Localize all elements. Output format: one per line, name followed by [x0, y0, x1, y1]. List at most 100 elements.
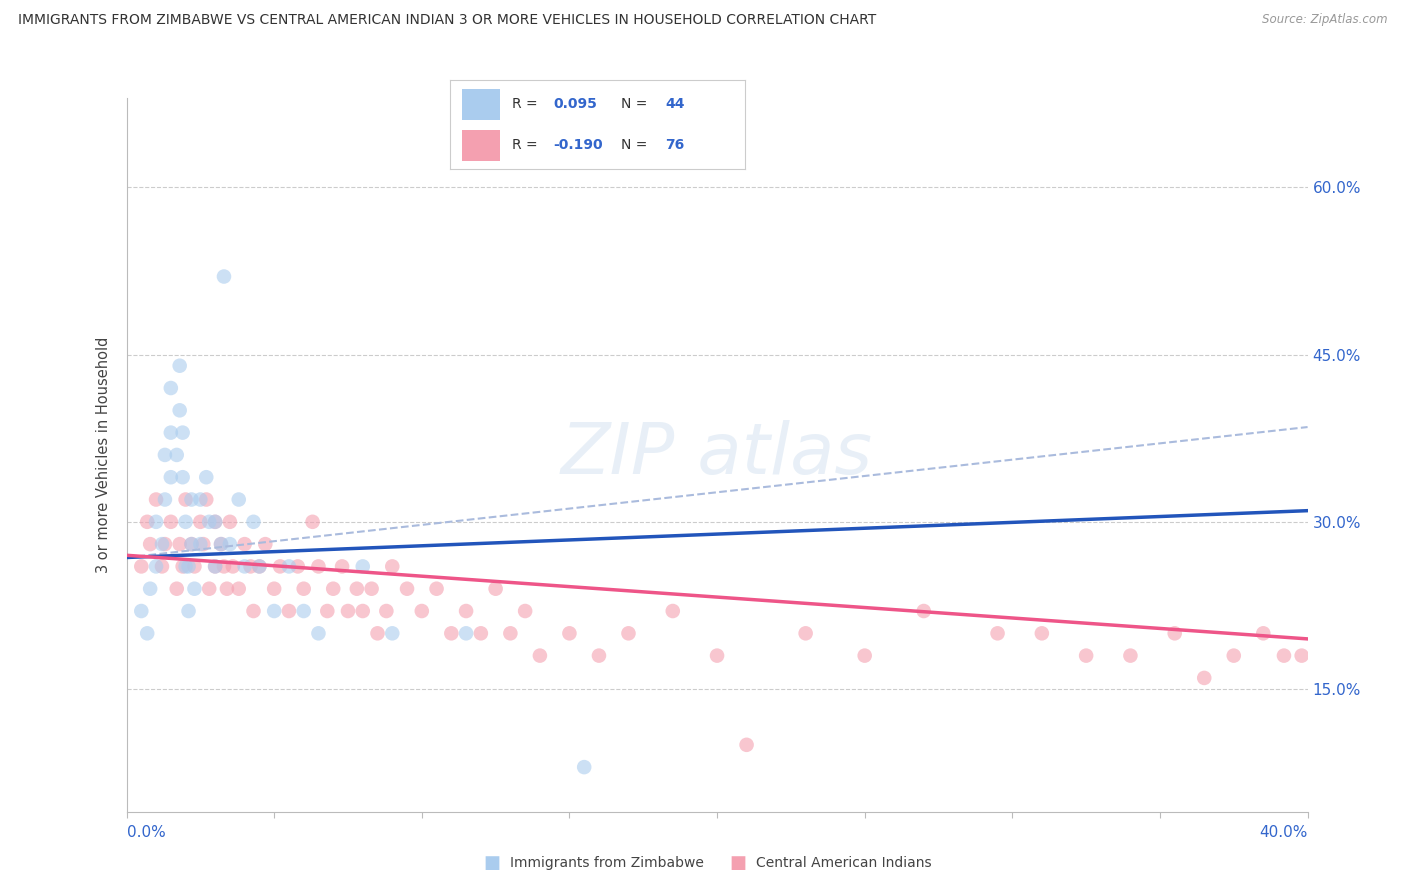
Point [198, 515, 221, 529]
Text: R =: R = [512, 138, 541, 153]
Point [188, 537, 211, 551]
Point [292, 604, 315, 618]
Point [1031, 626, 1053, 640]
Point [204, 559, 226, 574]
Point [150, 537, 173, 551]
Point [139, 537, 162, 551]
Point [183, 582, 205, 596]
Point [301, 515, 323, 529]
Point [381, 559, 404, 574]
Point [263, 604, 285, 618]
Point [228, 492, 250, 507]
Y-axis label: 3 or more Vehicles in Household: 3 or more Vehicles in Household [96, 337, 111, 573]
Point [153, 448, 176, 462]
Point [212, 559, 235, 574]
Point [166, 582, 188, 596]
Point [233, 559, 256, 574]
Point [159, 515, 183, 529]
Point [574, 760, 596, 774]
Point [129, 559, 153, 574]
Point [1251, 626, 1274, 640]
Point [188, 515, 211, 529]
Point [212, 269, 235, 284]
Text: R =: R = [512, 97, 541, 112]
Point [499, 626, 522, 640]
Point [177, 604, 200, 618]
Point [172, 470, 194, 484]
Point [706, 648, 728, 663]
Text: N =: N = [621, 97, 652, 112]
Point [346, 582, 368, 596]
Point [247, 559, 270, 574]
Point [484, 582, 508, 596]
Point [195, 492, 218, 507]
Point [454, 626, 477, 640]
Point [172, 425, 194, 440]
Point [180, 492, 202, 507]
Point [153, 537, 176, 551]
Point [411, 604, 433, 618]
Point [269, 559, 291, 574]
Point [204, 515, 226, 529]
Point [242, 604, 264, 618]
Point [337, 604, 360, 618]
Point [159, 425, 183, 440]
Point [352, 559, 374, 574]
Point [454, 604, 477, 618]
Point [159, 470, 183, 484]
Point [316, 604, 339, 618]
Point [278, 604, 301, 618]
Point [440, 626, 463, 640]
Point [174, 515, 197, 529]
Point [180, 537, 202, 551]
Text: ZIP atlas: ZIP atlas [561, 420, 873, 490]
Point [661, 604, 683, 618]
Point [136, 626, 159, 640]
Text: N =: N = [621, 138, 652, 153]
Point [145, 515, 167, 529]
Point [330, 559, 353, 574]
Text: 0.095: 0.095 [554, 97, 598, 112]
Point [177, 559, 200, 574]
Point [209, 537, 232, 551]
Point [180, 537, 202, 551]
Point [794, 626, 817, 640]
Point [169, 403, 191, 417]
Point [222, 559, 245, 574]
Point [1192, 671, 1215, 685]
Point [228, 582, 250, 596]
Bar [461, 130, 501, 161]
Point [617, 626, 640, 640]
Point [1272, 648, 1295, 663]
Point [558, 626, 581, 640]
Point [287, 559, 309, 574]
Point [215, 582, 238, 596]
Point [1164, 626, 1187, 640]
Point [198, 582, 221, 596]
Point [193, 537, 215, 551]
Point [166, 448, 188, 462]
Point [204, 559, 226, 574]
Point [169, 537, 191, 551]
Point [209, 537, 232, 551]
Point [263, 582, 285, 596]
Point [352, 604, 374, 618]
Point [307, 559, 329, 574]
Point [425, 582, 447, 596]
Text: ■: ■ [484, 855, 501, 872]
Point [242, 515, 264, 529]
Point [145, 492, 167, 507]
Point [396, 582, 419, 596]
Point [145, 559, 167, 574]
Point [1222, 648, 1246, 663]
Point [204, 515, 226, 529]
Point [159, 381, 183, 395]
Point [233, 537, 256, 551]
Point [188, 492, 211, 507]
Point [853, 648, 876, 663]
Point [136, 515, 159, 529]
Point [195, 470, 218, 484]
Text: 40.0%: 40.0% [1260, 825, 1308, 840]
Point [247, 559, 270, 574]
Point [174, 492, 197, 507]
